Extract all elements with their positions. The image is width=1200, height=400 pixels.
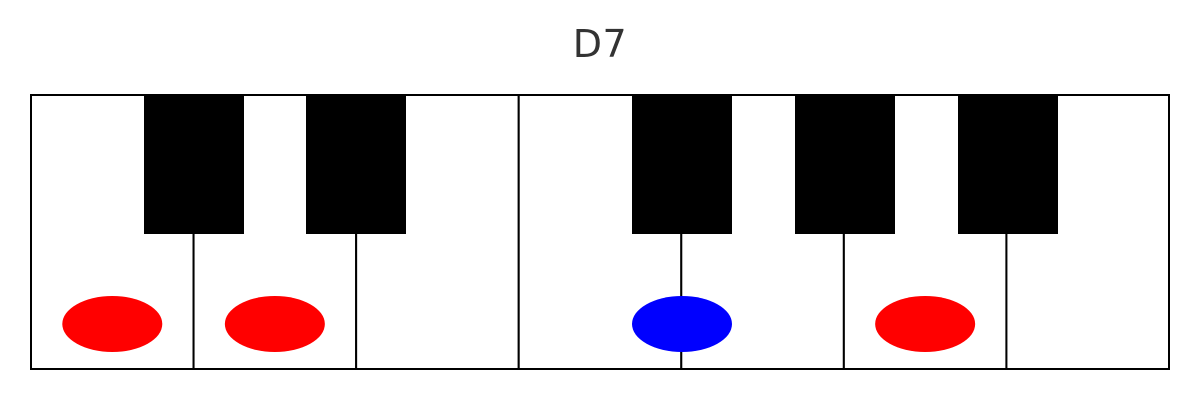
- note-marker-c: [62, 296, 163, 352]
- black-key-a-sharp[interactable]: [958, 95, 1058, 234]
- note-markers: [62, 296, 976, 352]
- note-marker-f-sharp: [632, 296, 732, 352]
- black-key-d-sharp[interactable]: [306, 95, 406, 234]
- black-key-g-sharp[interactable]: [795, 95, 895, 234]
- note-marker-a: [875, 296, 976, 352]
- note-marker-d: [224, 296, 325, 352]
- black-key-c-sharp[interactable]: [144, 95, 244, 234]
- black-key-f-sharp[interactable]: [632, 95, 732, 234]
- black-keys: [144, 95, 1058, 234]
- chord-title: D7: [572, 22, 628, 66]
- keyboard-outline: [30, 94, 1170, 370]
